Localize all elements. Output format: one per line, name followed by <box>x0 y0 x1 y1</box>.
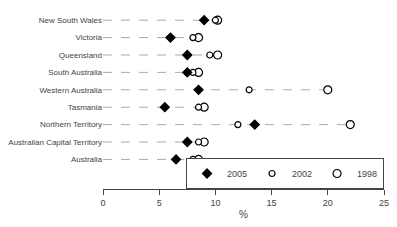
svg-text:New South Wales: New South Wales <box>39 16 102 25</box>
svg-text:2005: 2005 <box>227 169 247 179</box>
svg-text:Victoria: Victoria <box>75 33 102 42</box>
svg-text:25: 25 <box>379 198 389 208</box>
svg-text:Tasmania: Tasmania <box>68 103 103 112</box>
svg-text:10: 10 <box>210 198 220 208</box>
svg-text:Australian Capital Territory: Australian Capital Territory <box>8 138 102 147</box>
svg-text:Northern Territory: Northern Territory <box>40 120 102 129</box>
svg-text:1998: 1998 <box>357 169 377 179</box>
svg-text:2002: 2002 <box>292 169 312 179</box>
svg-text:15: 15 <box>267 198 277 208</box>
svg-text:%: % <box>239 209 248 220</box>
svg-text:Western Australia: Western Australia <box>39 86 102 95</box>
svg-text:Queensland: Queensland <box>59 51 102 60</box>
svg-text:5: 5 <box>157 198 162 208</box>
svg-text:0: 0 <box>100 198 105 208</box>
svg-text:South Australia: South Australia <box>48 68 102 77</box>
svg-text:Australia: Australia <box>71 155 103 164</box>
svg-text:20: 20 <box>323 198 333 208</box>
